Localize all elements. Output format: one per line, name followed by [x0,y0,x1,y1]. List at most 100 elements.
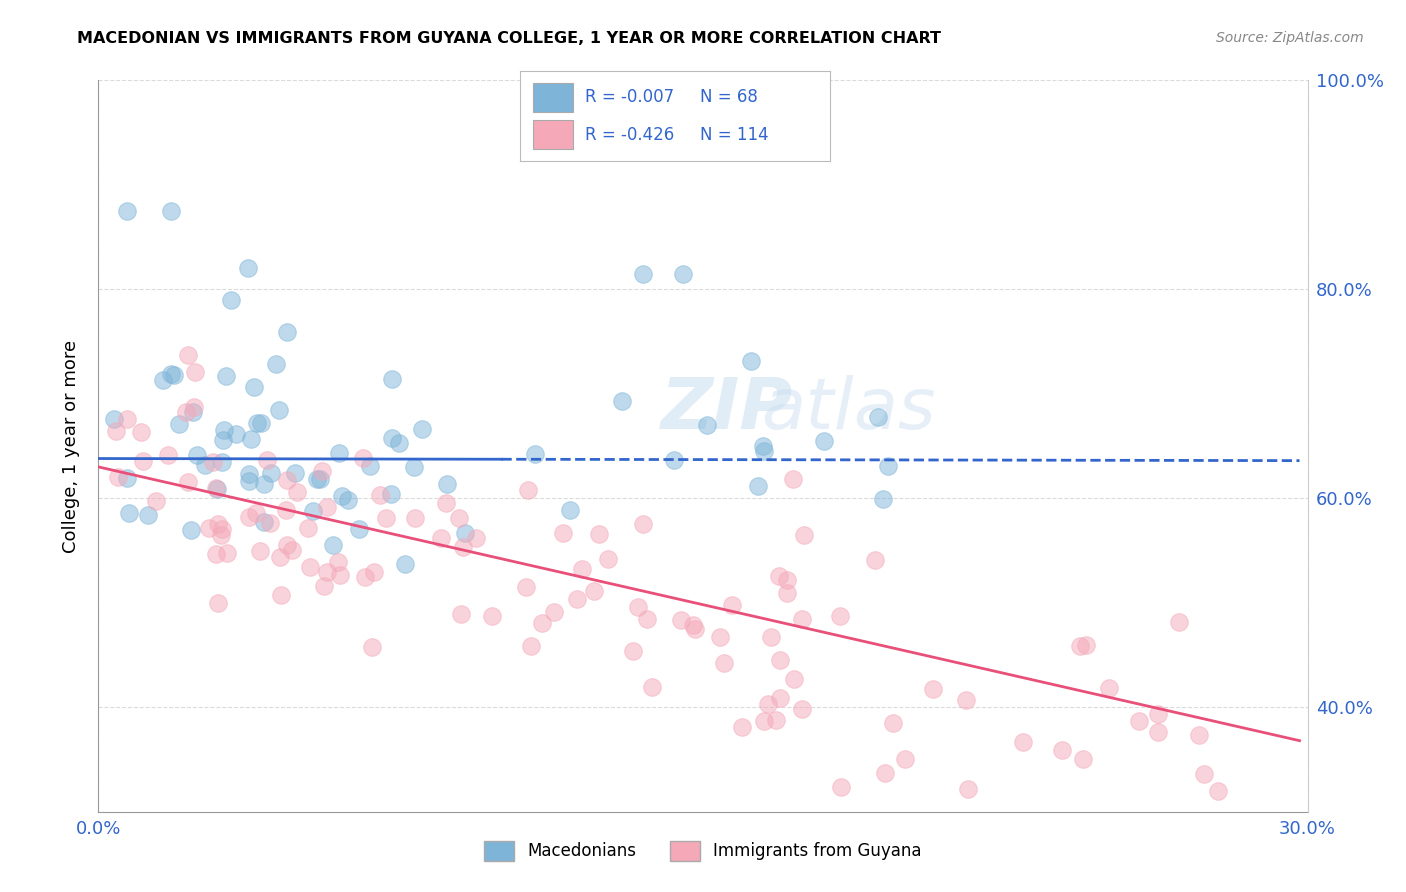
Point [768,569,790,583]
Point [696,418,718,433]
Point [756,698,779,712]
Point [322,538,344,552]
Point [276,325,298,339]
Point [451,541,474,555]
Point [239,432,262,446]
Point [876,458,898,473]
Point [245,416,267,430]
Point [225,426,247,441]
Point [956,782,979,797]
Point [138,508,160,522]
Point [1069,640,1091,654]
Point [103,412,125,426]
Point [523,447,546,461]
Point [449,511,471,525]
Point [621,644,644,658]
Point [181,405,204,419]
Point [793,528,815,542]
Point [402,460,425,475]
Point [167,417,190,431]
Point [284,466,307,480]
Point [201,454,224,468]
Point [709,630,731,644]
Point [242,380,264,394]
Point [465,531,488,545]
Point [180,523,202,537]
Point [769,653,792,667]
Point [211,522,233,536]
Point [792,611,814,625]
Bar [533,83,572,112]
Point [212,423,235,437]
Point [543,605,565,619]
Point [1146,706,1168,721]
Point [332,489,354,503]
Point [174,405,197,419]
Point [596,552,619,566]
Point [211,455,233,469]
Point [352,451,374,466]
Text: N = 68: N = 68 [700,88,758,106]
Point [765,713,787,727]
Point [162,368,184,383]
Point [115,412,138,426]
Point [875,765,897,780]
Point [184,365,207,379]
Point [316,500,339,514]
Point [311,464,333,478]
Point [863,553,886,567]
Point [363,565,385,579]
Point [813,434,835,448]
Text: atlas: atlas [761,375,935,444]
Point [157,448,180,462]
Point [429,531,451,545]
Point [249,544,271,558]
Point [207,517,229,532]
Point [682,618,704,632]
Point [588,527,610,541]
Point [249,416,271,430]
Point [287,484,309,499]
Point [1050,743,1073,757]
Point [238,509,260,524]
Point [297,521,319,535]
Point [245,506,267,520]
Point [129,425,152,439]
Text: R = -0.426: R = -0.426 [585,126,675,144]
Point [790,702,813,716]
Point [747,479,769,493]
Point [404,511,426,525]
Point [209,528,232,542]
Point [381,372,404,386]
Point [115,203,138,218]
Point [256,452,278,467]
Point [752,714,775,728]
Point [381,431,404,445]
Point [631,267,654,281]
Point [481,609,503,624]
Point [274,503,297,517]
Point [264,357,287,371]
Point [212,433,235,447]
Point [454,525,477,540]
Point [583,583,606,598]
Point [177,348,200,362]
Point [955,693,977,707]
Point [394,557,416,571]
Point [882,715,904,730]
Point [571,562,593,576]
Point [328,445,350,459]
Point [183,401,205,415]
Text: R = -0.007: R = -0.007 [585,88,675,106]
Point [1011,734,1033,748]
Point [567,592,589,607]
Point [205,481,228,495]
Point [298,559,321,574]
Point [315,566,337,580]
Point [337,493,360,508]
Point [359,458,381,473]
Point [326,555,349,569]
Point [118,506,141,520]
Point [783,673,806,687]
Point [782,472,804,486]
